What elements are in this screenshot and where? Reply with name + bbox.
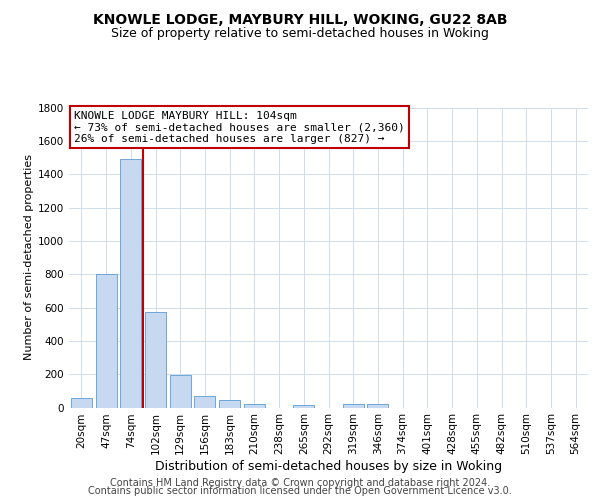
Bar — [120, 159, 141, 408]
Bar — [194, 396, 215, 407]
Bar — [293, 405, 314, 407]
Bar — [95, 274, 116, 407]
Bar — [244, 404, 265, 407]
Text: Contains HM Land Registry data © Crown copyright and database right 2024.: Contains HM Land Registry data © Crown c… — [110, 478, 490, 488]
Bar — [219, 400, 240, 407]
Bar — [343, 404, 364, 407]
Bar — [367, 404, 388, 407]
Y-axis label: Number of semi-detached properties: Number of semi-detached properties — [24, 154, 34, 360]
Text: KNOWLE LODGE, MAYBURY HILL, WOKING, GU22 8AB: KNOWLE LODGE, MAYBURY HILL, WOKING, GU22… — [93, 12, 507, 26]
Bar — [170, 375, 191, 408]
Text: Size of property relative to semi-detached houses in Woking: Size of property relative to semi-detach… — [111, 28, 489, 40]
Text: Contains public sector information licensed under the Open Government Licence v3: Contains public sector information licen… — [88, 486, 512, 496]
Bar — [145, 312, 166, 408]
Bar — [71, 398, 92, 407]
X-axis label: Distribution of semi-detached houses by size in Woking: Distribution of semi-detached houses by … — [155, 460, 502, 473]
Text: KNOWLE LODGE MAYBURY HILL: 104sqm
← 73% of semi-detached houses are smaller (2,3: KNOWLE LODGE MAYBURY HILL: 104sqm ← 73% … — [74, 110, 405, 144]
